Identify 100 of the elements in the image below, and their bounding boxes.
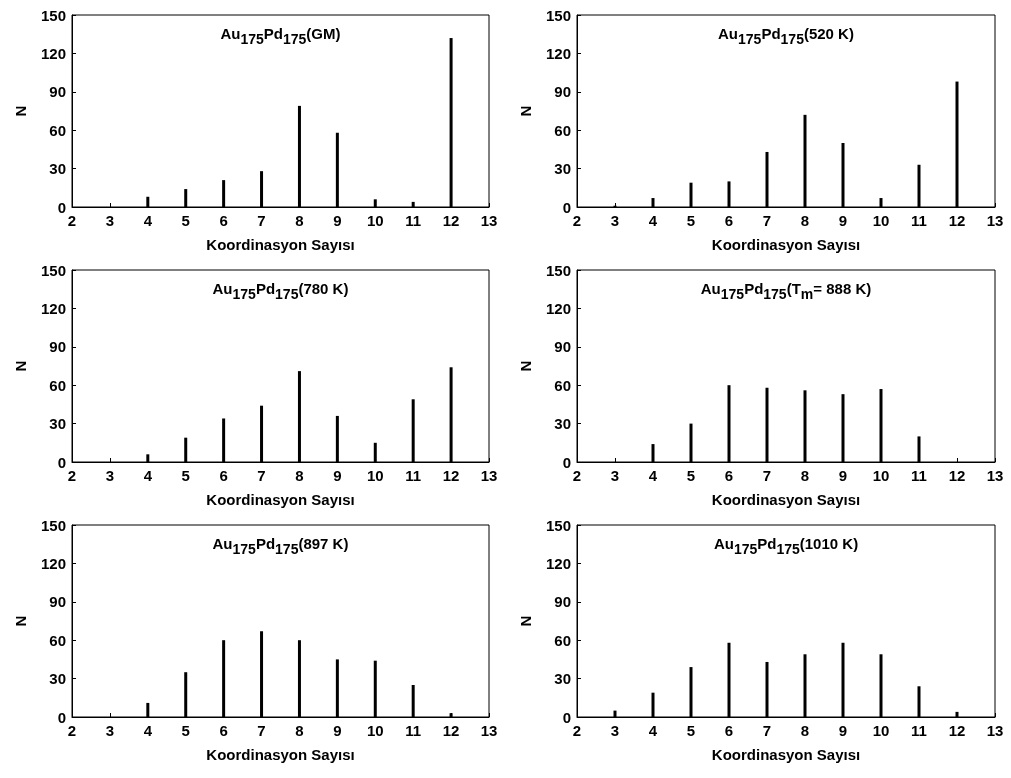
y-tick-label: 0 — [562, 708, 571, 726]
x-tick-label: 9 — [333, 467, 342, 484]
x-tick-label: 8 — [800, 212, 810, 229]
y-tick-label: 30 — [554, 415, 571, 433]
y-tick-label: 0 — [57, 198, 66, 216]
x-tick-label: 7 — [257, 467, 266, 484]
x-tick-label: 13 — [480, 467, 498, 484]
x-tick-label: 4 — [143, 722, 153, 739]
y-tick-label: 90 — [554, 83, 571, 101]
x-tick-label: 8 — [295, 467, 304, 484]
y-tick-label: 30 — [49, 415, 66, 433]
x-tick-label: 9 — [333, 212, 342, 229]
x-tick-label: 10 — [872, 722, 890, 739]
y-tick-label: 150 — [545, 516, 571, 534]
x-tick-label: 12 — [442, 212, 460, 229]
x-tick-label: 12 — [442, 722, 460, 739]
x-tick-label: 5 — [181, 722, 190, 739]
y-tick-label: 150 — [40, 261, 66, 279]
x-tick-label: 8 — [800, 467, 810, 484]
x-tick-label: 8 — [295, 212, 304, 229]
y-tick-label: 0 — [57, 453, 66, 471]
x-tick-label: 3 — [105, 722, 115, 739]
x-tick-label: 2 — [67, 467, 77, 484]
x-tick-label: 13 — [986, 467, 1004, 484]
y-tick-label: 150 — [40, 6, 66, 24]
y-axis-title: N — [12, 105, 29, 117]
y-tick-label: 30 — [554, 160, 571, 178]
y-axis-title: N — [517, 615, 534, 627]
x-tick-label: 11 — [405, 467, 422, 484]
y-tick-label: 30 — [554, 670, 571, 688]
x-tick-label: 12 — [442, 467, 460, 484]
y-tick-label: 120 — [545, 299, 571, 317]
x-tick-label: 11 — [911, 467, 927, 484]
x-tick-label: 6 — [219, 467, 228, 484]
x-axis-title: Koordinasyon Sayısı — [206, 491, 355, 508]
x-tick-label: 5 — [686, 212, 696, 229]
x-tick-label: 12 — [948, 722, 966, 739]
y-axis-title: N — [517, 360, 534, 372]
y-tick-label: 120 — [40, 554, 66, 572]
x-tick-label: 6 — [724, 722, 734, 739]
x-tick-label: 10 — [872, 212, 890, 229]
x-tick-label: 9 — [333, 722, 342, 739]
y-tick-label: 60 — [554, 376, 571, 394]
y-tick-label: 60 — [49, 121, 66, 139]
y-tick-label: 90 — [49, 338, 66, 356]
y-tick-label: 120 — [40, 44, 66, 62]
x-tick-label: 7 — [762, 212, 772, 229]
x-tick-label: 11 — [911, 722, 927, 739]
x-tick-label: 4 — [143, 212, 153, 229]
y-axis-title: N — [12, 615, 29, 627]
x-tick-label: 9 — [838, 467, 848, 484]
x-tick-label: 3 — [610, 722, 620, 739]
x-tick-label: 3 — [610, 467, 620, 484]
y-tick-label: 150 — [545, 261, 571, 279]
y-tick-label: 60 — [49, 631, 66, 649]
y-tick-label: 30 — [49, 160, 66, 178]
x-tick-label: 3 — [610, 212, 620, 229]
x-axis-title: Koordinasyon Sayısı — [711, 491, 861, 508]
x-tick-label: 2 — [572, 212, 582, 229]
x-tick-label: 6 — [724, 467, 734, 484]
y-tick-label: 0 — [57, 708, 66, 726]
y-tick-label: 60 — [554, 631, 571, 649]
y-tick-label: 120 — [40, 299, 66, 317]
x-axis-title: Koordinasyon Sayısı — [711, 236, 861, 253]
y-tick-label: 150 — [40, 516, 66, 534]
x-tick-label: 4 — [648, 212, 658, 229]
y-tick-label: 90 — [49, 593, 66, 611]
x-tick-label: 2 — [67, 212, 77, 229]
y-tick-label: 120 — [545, 554, 571, 572]
y-axis-title: N — [12, 360, 29, 372]
y-tick-label: 90 — [554, 338, 571, 356]
x-tick-label: 12 — [948, 467, 966, 484]
y-tick-label: 0 — [562, 453, 571, 471]
x-tick-label: 10 — [366, 467, 384, 484]
x-tick-label: 7 — [257, 212, 266, 229]
x-tick-label: 5 — [181, 467, 190, 484]
x-tick-label: 12 — [948, 212, 966, 229]
x-tick-label: 6 — [219, 722, 228, 739]
x-tick-label: 11 — [405, 212, 422, 229]
x-tick-label: 2 — [572, 467, 582, 484]
y-tick-label: 60 — [49, 376, 66, 394]
x-tick-label: 10 — [872, 467, 890, 484]
x-tick-label: 7 — [257, 722, 266, 739]
x-tick-label: 13 — [480, 212, 498, 229]
y-axis-title: N — [517, 105, 534, 117]
x-tick-label: 4 — [648, 722, 658, 739]
y-tick-label: 150 — [545, 6, 571, 24]
x-tick-label: 2 — [67, 722, 77, 739]
x-axis-title: Koordinasyon Sayısı — [711, 746, 861, 763]
x-tick-label: 6 — [724, 212, 734, 229]
x-tick-label: 13 — [986, 722, 1004, 739]
y-tick-label: 0 — [562, 198, 571, 216]
x-tick-label: 13 — [480, 722, 498, 739]
x-tick-label: 7 — [762, 467, 772, 484]
x-tick-label: 5 — [686, 467, 696, 484]
x-tick-label: 11 — [911, 212, 927, 229]
x-tick-label: 9 — [838, 722, 848, 739]
y-tick-label: 90 — [49, 83, 66, 101]
x-tick-label: 3 — [105, 212, 115, 229]
y-tick-label: 90 — [554, 593, 571, 611]
